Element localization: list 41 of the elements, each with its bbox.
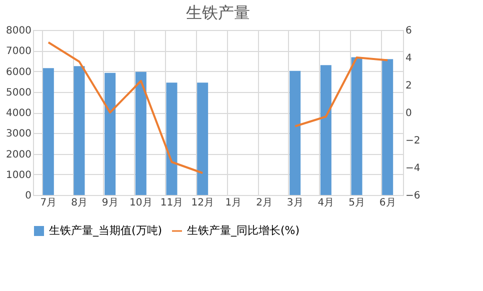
y-tick-label: 0 xyxy=(25,190,32,202)
y-tick-label: 6000 xyxy=(6,66,32,78)
chart-title: 生铁产量 xyxy=(186,3,250,22)
bar xyxy=(320,65,332,195)
y-tick-label: 4000 xyxy=(6,108,32,119)
y-tick-label: 1000 xyxy=(6,170,32,181)
y-tick-label: 2000 xyxy=(6,149,32,160)
y2-tick-label: 4 xyxy=(406,53,412,64)
y2-tick-label: 6 xyxy=(406,26,412,36)
bar xyxy=(290,70,301,195)
bar xyxy=(351,57,362,195)
x-tick-label: 10月 xyxy=(130,198,152,208)
x-tick-label: 2月 xyxy=(256,198,272,208)
x-tick-label: 3月 xyxy=(286,198,304,208)
bar xyxy=(197,82,208,195)
bar xyxy=(74,66,85,195)
x-tick-label: 7月 xyxy=(40,198,57,208)
y2-tick-label: 0 xyxy=(406,108,412,119)
y2-tick-label: −2 xyxy=(406,136,420,146)
x-tick-label: 11月 xyxy=(160,198,184,208)
y2-tick-label: 2 xyxy=(406,80,412,92)
x-tick-label: 4月 xyxy=(318,198,334,208)
x-tick-label: 1月 xyxy=(225,198,242,208)
x-tick-label: 8月 xyxy=(71,198,88,208)
legend-label: 生铁产量_当期值(万吨) xyxy=(49,224,162,237)
bar xyxy=(135,72,146,195)
x-tick-label: 9月 xyxy=(102,198,118,208)
x-tick-label: 5月 xyxy=(348,198,365,208)
y-tick-label: 7000 xyxy=(6,46,32,58)
legend-label: 生铁产量_同比增长(%) xyxy=(187,224,300,237)
bar xyxy=(42,68,54,195)
y-tick-label: 3000 xyxy=(6,128,32,140)
y2-tick-label: −6 xyxy=(406,190,420,202)
bar xyxy=(382,59,394,195)
y2-tick-label: −4 xyxy=(406,163,420,174)
y-tick-label: 8000 xyxy=(6,26,32,36)
y-tick-label: 5000 xyxy=(6,87,32,98)
bar xyxy=(166,82,178,195)
x-tick-label: 6月 xyxy=(379,198,396,208)
bar xyxy=(104,72,116,195)
x-tick-label: 12月 xyxy=(191,198,214,208)
